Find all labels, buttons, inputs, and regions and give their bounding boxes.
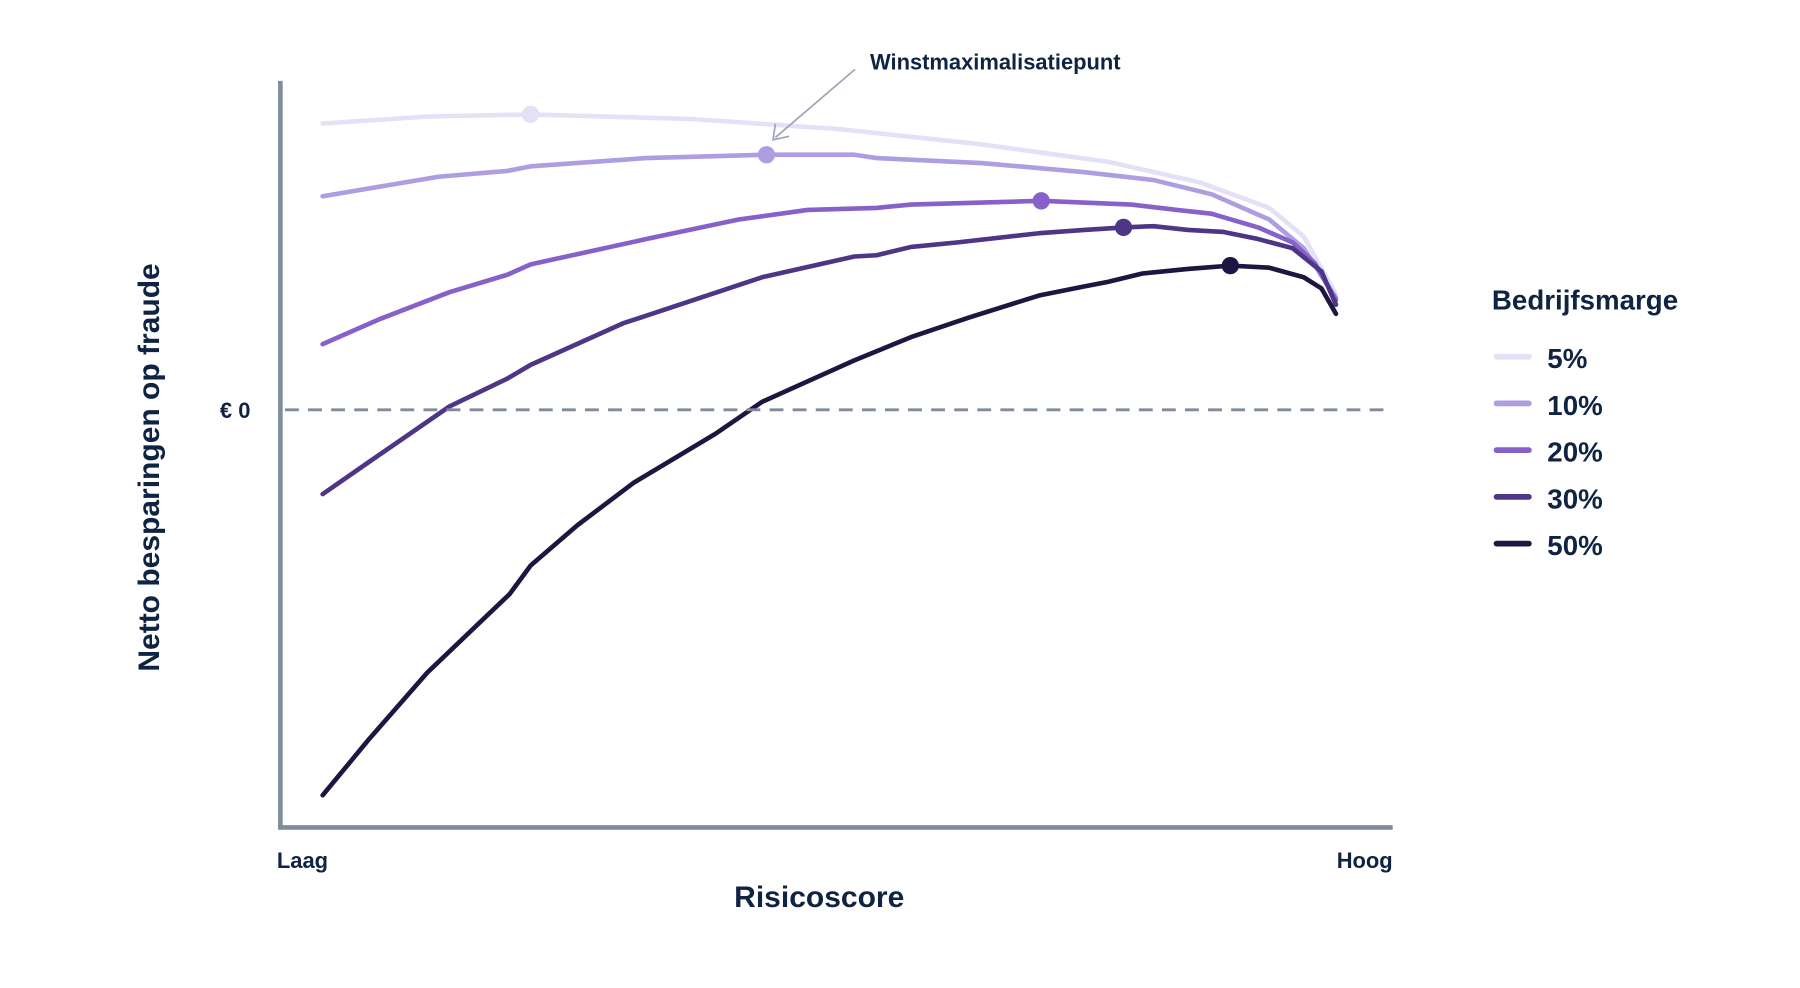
max-point-50pct	[1221, 256, 1239, 275]
max-point-20pct	[1032, 192, 1050, 210]
legend-label: 50%	[1547, 530, 1602, 561]
y-axis-label: Netto besparingen op fraude	[133, 263, 166, 671]
series-lines	[320, 112, 1339, 798]
legend-label: 30%	[1547, 483, 1602, 514]
legend-label: 10%	[1547, 390, 1602, 421]
series-line-50pct	[320, 263, 1339, 798]
series-line-10pct	[320, 152, 1339, 301]
x-tick-low: Laag	[277, 848, 328, 873]
annotation-arrow	[774, 68, 856, 139]
legend-label: 20%	[1547, 437, 1602, 468]
series-line-5pct	[320, 112, 1339, 297]
series-line-30pct	[320, 223, 1339, 497]
annotation-label: Winstmaximalisatiepunt	[870, 49, 1121, 74]
legend-title: Bedrijfsmarge	[1492, 284, 1678, 315]
legend-label: 5%	[1547, 343, 1587, 374]
max-markers	[522, 105, 1239, 275]
max-point-10pct	[757, 146, 776, 164]
legend: 5% 10% 20% 30% 50%	[1493, 343, 1603, 561]
series-line-20pct	[320, 198, 1339, 347]
x-tick-high: Hoog	[1337, 848, 1393, 873]
max-point-5pct	[522, 105, 540, 124]
max-point-30pct	[1114, 218, 1133, 237]
y-tick-zero: € 0	[220, 398, 250, 423]
x-axis-label: Risicoscore	[734, 881, 904, 914]
annotation-arrowhead	[772, 123, 790, 141]
